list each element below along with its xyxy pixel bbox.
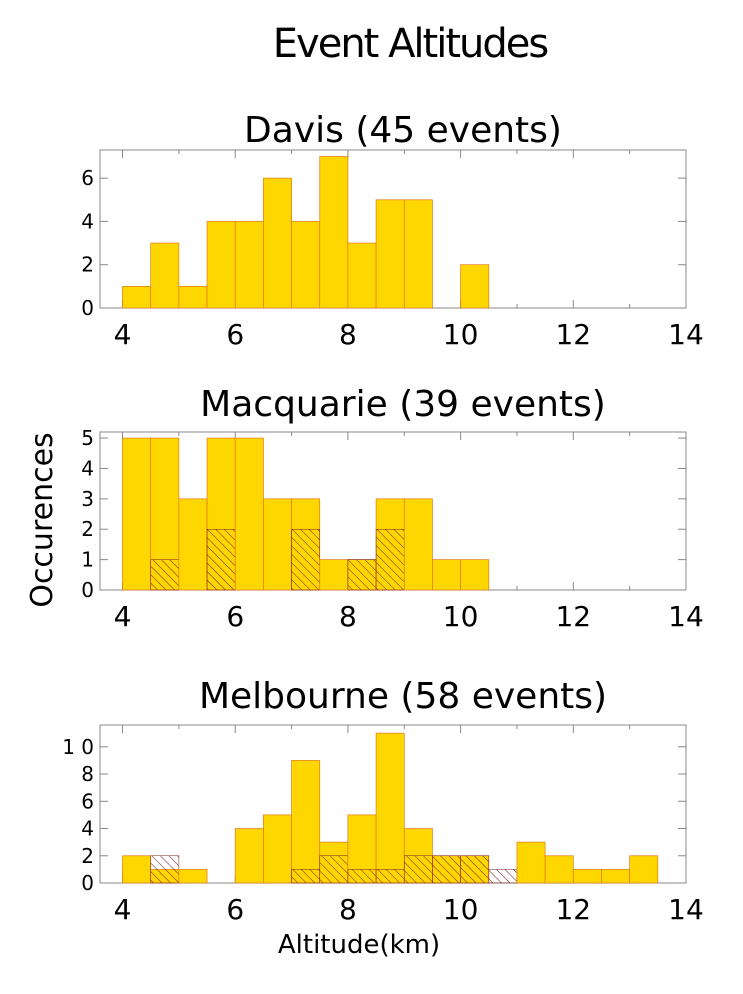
bar-davis: [347, 242, 377, 309]
panel-title: Davis (45 events): [244, 110, 562, 151]
hatched-bar-melbourne: [404, 855, 433, 884]
x-tick-label: 14: [668, 893, 704, 926]
y-tick-label: 6: [81, 166, 94, 190]
y-tick-label: 3: [81, 487, 94, 511]
bar-melbourne: [178, 869, 208, 884]
y-tick-label: 6: [81, 789, 94, 813]
bar-melbourne: [629, 855, 659, 884]
bar-melbourne: [544, 855, 574, 884]
x-tick-label: 4: [114, 600, 132, 633]
hatched-bar-macquarie: [347, 559, 377, 591]
bar-davis: [403, 199, 433, 309]
y-tick-label: 0: [81, 296, 94, 320]
y-tick-label: 1 0: [62, 735, 94, 759]
x-axis-label: Altitude(km): [278, 930, 440, 960]
y-tick-label: 2: [81, 517, 94, 541]
hatched-bar-macquarie: [206, 528, 236, 591]
hatched-bar-melbourne: [488, 869, 518, 884]
x-tick-label: 12: [555, 893, 591, 926]
bar-macquarie: [234, 437, 264, 591]
bar-melbourne: [572, 869, 602, 884]
x-tick-label: 10: [443, 893, 479, 926]
bar-davis: [460, 264, 490, 309]
hatched-bar-melbourne: [460, 855, 490, 884]
bar-davis: [122, 286, 152, 309]
bar-melbourne: [516, 841, 546, 884]
y-tick-label: 5: [81, 426, 94, 450]
bar-melbourne: [601, 869, 631, 884]
x-tick-label: 10: [443, 318, 479, 351]
y-tick-label: 2: [81, 844, 94, 868]
x-tick-label: 14: [668, 318, 704, 351]
y-tick-label: 4: [81, 456, 94, 480]
bar-macquarie: [178, 498, 208, 591]
y-tick-label: 4: [81, 209, 94, 233]
hatched-bar-macquarie: [291, 528, 321, 591]
hatched-bar-macquarie: [150, 559, 180, 591]
hatched-bar-melbourne: [150, 855, 180, 884]
bar-macquarie: [432, 559, 461, 591]
x-tick-label: 4: [114, 893, 132, 926]
bar-davis: [291, 221, 321, 309]
bar-davis: [234, 221, 264, 309]
y-tick-label: 1: [81, 548, 94, 572]
hatched-bar-melbourne: [319, 855, 349, 884]
x-tick-label: 10: [443, 600, 479, 633]
panel-davis: Davis (45 events) 4 6 8 10 12 14 0 2 4 6: [81, 110, 704, 351]
x-tick-label: 6: [226, 893, 244, 926]
x-tick-label: 12: [555, 318, 591, 351]
bar-macquarie: [403, 498, 433, 591]
bar-davis: [375, 199, 405, 309]
y-tick-label: 8: [81, 762, 94, 786]
bar-davis: [206, 221, 236, 309]
x-tick-label: 8: [339, 893, 357, 926]
bar-melbourne: [234, 828, 264, 884]
panel-title: Macquarie (39 events): [200, 384, 606, 425]
hatched-bar-melbourne: [291, 869, 321, 884]
figure-title: Event Altitudes: [273, 21, 548, 67]
bar-melbourne: [375, 732, 405, 884]
hatched-bar-macquarie: [375, 528, 405, 591]
bar-macquarie: [122, 437, 152, 591]
x-tick-label: 12: [555, 600, 591, 633]
bar-melbourne: [122, 855, 152, 884]
y-tick-label: 2: [81, 253, 94, 277]
bar-macquarie: [319, 559, 349, 591]
bar-macquarie: [460, 559, 490, 591]
bar-melbourne: [263, 814, 292, 884]
x-tick-label: 14: [668, 600, 704, 633]
bar-davis: [319, 156, 349, 309]
y-tick-label: 4: [81, 817, 94, 841]
panel-title: Melbourne (58 events): [199, 676, 607, 717]
hatched-bar-melbourne: [347, 869, 377, 884]
x-tick-label: 6: [226, 318, 244, 351]
x-tick-label: 8: [339, 318, 357, 351]
histogram-panels: Davis (45 events)4 6 8 10 12 140246Macquarie …: [62, 110, 704, 926]
x-tick-label: 6: [226, 600, 244, 633]
y-axis-label: Occurences: [25, 432, 60, 607]
bar-melbourne: [291, 760, 321, 884]
bar-davis: [178, 286, 208, 309]
x-tick-label: 8: [339, 600, 357, 633]
y-tick-label: 0: [81, 578, 94, 602]
bar-macquarie: [263, 498, 292, 591]
bar-davis: [263, 177, 292, 309]
y-tick-label: 0: [81, 871, 94, 895]
x-tick-label: 4: [114, 318, 132, 351]
hatched-bar-melbourne: [375, 869, 405, 884]
hatched-bar-melbourne: [432, 855, 461, 884]
bar-davis: [150, 242, 180, 309]
